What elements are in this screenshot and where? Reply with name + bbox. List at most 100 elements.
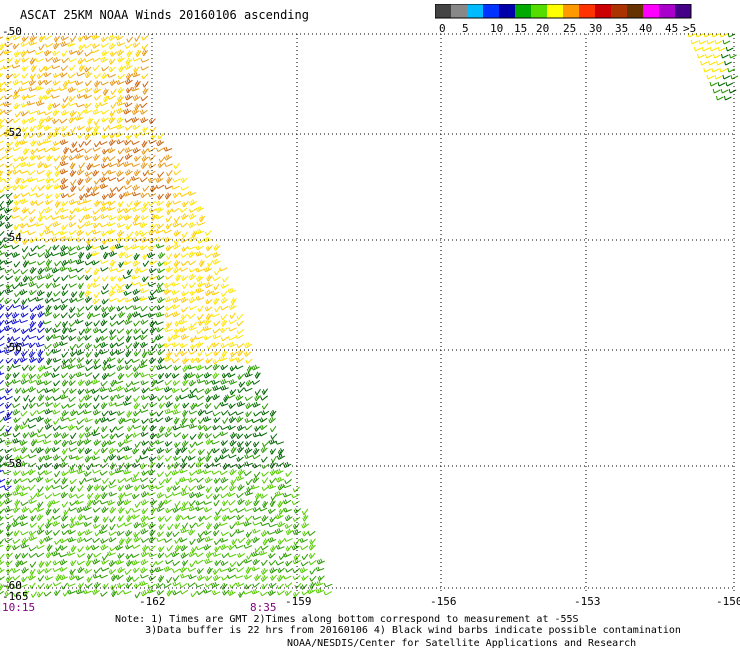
wind-barb <box>45 395 54 401</box>
wind-barb <box>12 93 21 100</box>
wind-barb <box>51 520 61 527</box>
wind-barb <box>13 462 21 469</box>
wind-barb <box>100 259 109 265</box>
wind-barb <box>196 378 206 384</box>
wind-barb <box>116 523 125 528</box>
wind-barb <box>94 199 102 207</box>
wind-barb <box>252 536 260 544</box>
wind-barb <box>63 508 70 516</box>
wind-barb <box>39 538 46 545</box>
wind-barb <box>195 295 205 301</box>
wind-barb <box>2 470 12 475</box>
wind-barb <box>92 215 101 222</box>
wind-barb <box>86 576 93 583</box>
wind-barb <box>251 566 260 572</box>
wind-barb <box>308 543 316 551</box>
lon-label-165: -165 <box>2 590 29 603</box>
wind-barb <box>171 281 180 287</box>
wind-barb <box>0 438 5 444</box>
wind-barb <box>190 321 198 328</box>
wind-barb <box>205 438 214 445</box>
wind-barb <box>122 590 132 595</box>
wind-barb <box>172 590 181 596</box>
wind-barb <box>212 363 220 371</box>
wind-barb <box>251 364 260 371</box>
wind-barb <box>244 499 253 506</box>
wind-barb <box>78 396 86 403</box>
wind-barb <box>21 65 29 72</box>
wind-barb <box>236 401 246 407</box>
wind-barb <box>99 416 109 423</box>
wind-barb <box>244 584 252 590</box>
wind-barb <box>230 351 238 358</box>
wind-barb <box>258 550 268 556</box>
wind-barb <box>259 424 268 431</box>
wind-barb <box>53 35 61 43</box>
wind-barb <box>133 320 140 327</box>
wind-barb <box>99 141 108 146</box>
wind-barb <box>37 501 44 508</box>
wind-barb <box>204 387 212 395</box>
wind-barb <box>93 87 102 94</box>
wind-barb <box>12 403 21 409</box>
wind-barb <box>141 34 149 41</box>
wind-barb <box>166 576 173 584</box>
wind-barb <box>253 411 262 417</box>
wind-barb <box>61 57 69 64</box>
wind-barb <box>261 515 269 522</box>
wind-barb <box>83 505 92 512</box>
wind-barb <box>131 544 141 549</box>
wind-barb <box>84 321 93 327</box>
wind-barb <box>59 207 69 213</box>
wind-barb <box>228 416 237 424</box>
wind-barb <box>26 94 36 99</box>
wind-barb <box>719 67 728 73</box>
wind-barb <box>43 72 52 78</box>
wind-barb <box>45 335 53 342</box>
wind-barb <box>75 588 85 595</box>
wind-barb <box>258 507 268 512</box>
wind-barb <box>236 441 244 448</box>
wind-barb <box>102 516 109 523</box>
wind-barb <box>220 485 229 491</box>
wind-barb <box>21 57 30 63</box>
wind-barb <box>158 156 166 163</box>
wind-barb <box>100 290 110 295</box>
wind-barb <box>76 363 85 369</box>
wind-barb <box>125 350 132 358</box>
wind-barb <box>188 500 196 507</box>
wind-barb <box>0 387 5 391</box>
wind-barb <box>52 72 61 79</box>
wind-barb <box>126 514 133 523</box>
wind-barb <box>84 431 93 438</box>
wind-barb <box>173 252 181 259</box>
wind-barb <box>131 274 140 280</box>
wind-barb <box>277 538 285 545</box>
wind-barb <box>149 440 157 447</box>
wind-barb <box>52 50 61 56</box>
wind-barb <box>30 410 37 417</box>
wind-barb <box>51 236 60 243</box>
wind-barb <box>188 485 197 492</box>
wind-barb <box>212 433 221 439</box>
wind-barb <box>77 110 85 116</box>
wind-barb <box>99 341 109 349</box>
wind-barb <box>60 65 69 72</box>
wind-barb <box>61 514 69 522</box>
wind-barb <box>117 87 125 95</box>
wind-barb <box>0 140 4 144</box>
wind-barb <box>27 297 36 302</box>
wind-barb <box>74 115 84 121</box>
wind-barb <box>268 416 276 424</box>
wind-barb <box>316 558 326 565</box>
wind-barb <box>163 236 172 243</box>
wind-barb <box>3 461 12 467</box>
wind-barb <box>109 523 116 531</box>
wind-barb <box>148 373 158 378</box>
wind-barb <box>101 230 109 237</box>
wind-barb <box>52 560 61 566</box>
wind-barb <box>68 521 77 529</box>
wind-barb <box>165 200 173 208</box>
wind-barb <box>19 184 28 190</box>
